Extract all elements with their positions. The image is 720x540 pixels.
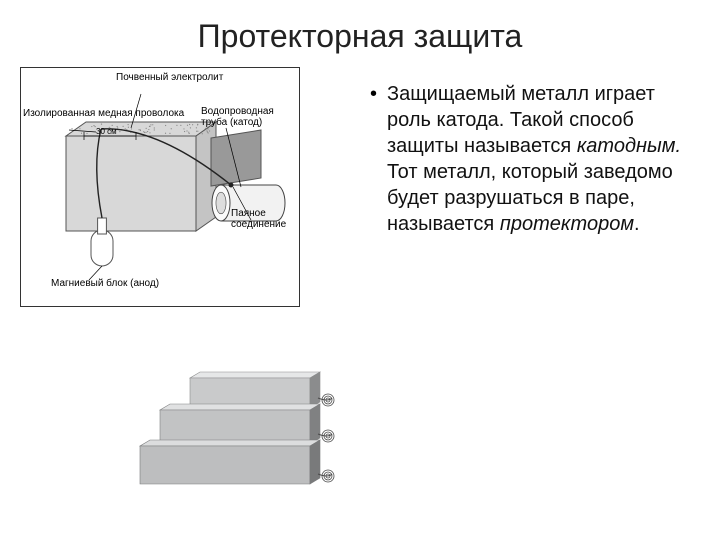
body-post: .	[634, 213, 640, 235]
label-wire: Изолированная медная проволока	[23, 108, 184, 119]
diagram-frame: 30 см Почвенный электролит Изолированная…	[20, 67, 300, 307]
left-column: 30 см Почвенный электролит Изолированная…	[20, 63, 350, 307]
svg-text:30 см: 30 см	[96, 127, 117, 136]
bullet-item: • Защищаемый металл играет роль катода. …	[370, 81, 700, 237]
label-pipe: Водопроводная труба (катод)	[201, 106, 299, 128]
label-anode: Магниевый блок (анод)	[51, 278, 159, 289]
content-row: 30 см Почвенный электролит Изолированная…	[0, 63, 720, 307]
label-solder: Паяное соединение	[231, 208, 299, 230]
body-paragraph: Защищаемый металл играет роль катода. Та…	[387, 81, 700, 237]
bullet-dot-icon: •	[370, 81, 377, 107]
label-soil: Почвенный электролит	[116, 72, 223, 83]
body-em1: катодным.	[577, 135, 681, 157]
body-em2: протектором	[500, 213, 634, 235]
diagram-svg: 30 см	[21, 68, 301, 308]
photo-svg	[130, 370, 360, 520]
page-title: Протекторная защита	[0, 0, 720, 63]
photo-area	[130, 370, 360, 520]
right-column: • Защищаемый металл играет роль катода. …	[350, 63, 700, 307]
